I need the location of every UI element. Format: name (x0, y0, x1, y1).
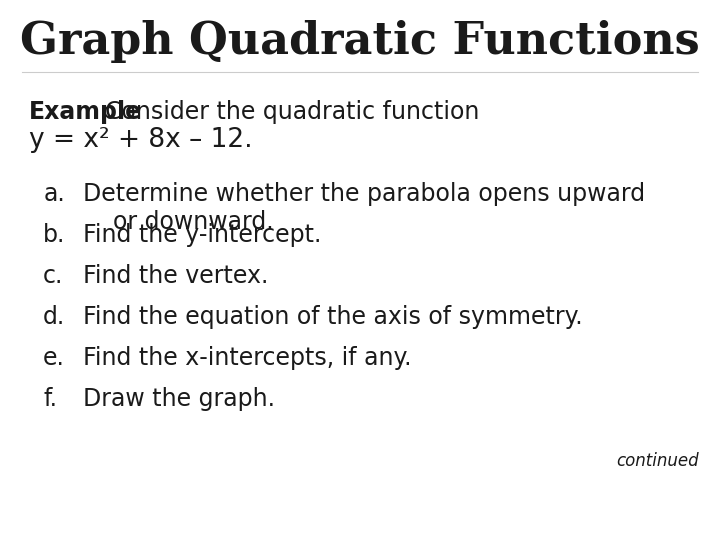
Text: PEARSON: PEARSON (481, 513, 556, 526)
Text: Copyright © 2015, 2011, 2007 Pearson Education, Inc.: Copyright © 2015, 2011, 2007 Pearson Edu… (150, 515, 455, 525)
Text: f.: f. (43, 387, 57, 411)
Text: Find the vertex.: Find the vertex. (83, 264, 268, 288)
Text: Find the y-intercept.: Find the y-intercept. (83, 223, 321, 247)
Text: Graph Quadratic Functions: Graph Quadratic Functions (20, 20, 700, 63)
Text: e.: e. (43, 346, 65, 370)
Text: d.: d. (43, 305, 66, 329)
Text: continued: continued (616, 452, 698, 470)
Text: Consider the quadratic function: Consider the quadratic function (90, 100, 480, 124)
Text: Find the equation of the axis of symmetry.: Find the equation of the axis of symmetr… (83, 305, 582, 329)
Text: Draw the graph.: Draw the graph. (83, 387, 275, 411)
Text: ALWAYS LEARNING: ALWAYS LEARNING (22, 515, 125, 525)
Text: Find the x-intercepts, if any.: Find the x-intercepts, if any. (83, 346, 411, 370)
Text: y = x² + 8x – 12.: y = x² + 8x – 12. (29, 127, 253, 153)
Text: a.: a. (43, 183, 65, 206)
Text: Example: Example (29, 100, 142, 124)
Text: b.: b. (43, 223, 66, 247)
Text: c.: c. (43, 264, 63, 288)
Text: Determine whether the parabola opens upward
    or downward.: Determine whether the parabola opens upw… (83, 183, 645, 234)
Text: Chapter 8-10: Chapter 8-10 (597, 515, 670, 525)
